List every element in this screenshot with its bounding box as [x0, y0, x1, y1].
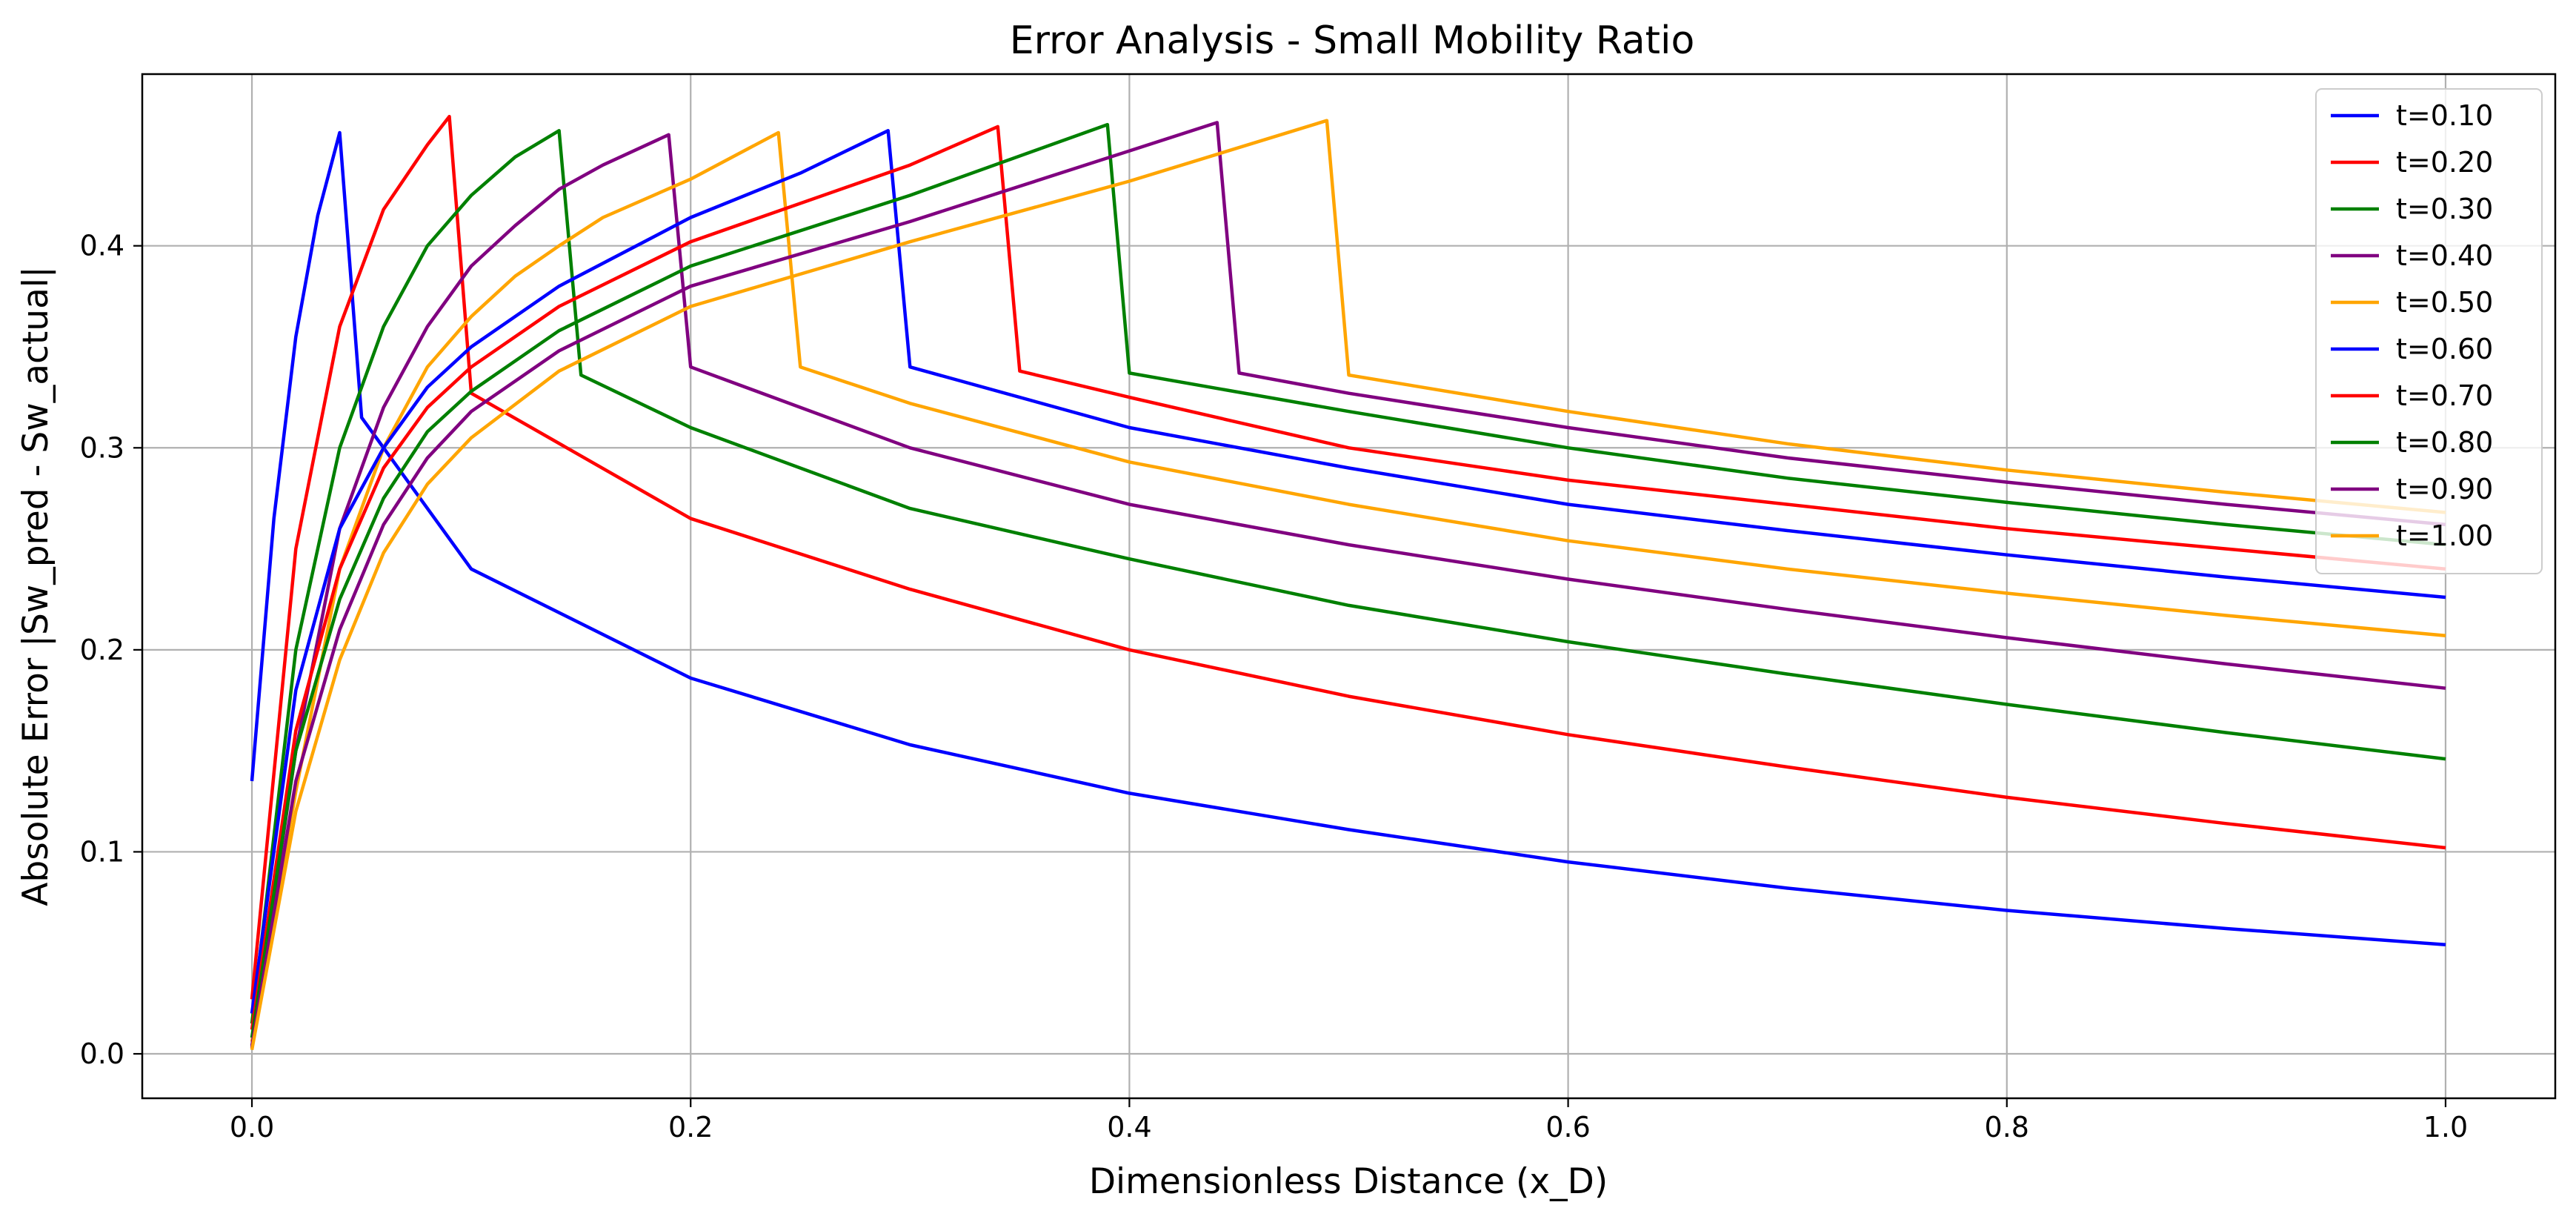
- series-line-t-0-90: [250, 121, 2446, 1046]
- x-tick-label: 0.6: [1545, 1111, 1590, 1143]
- y-tick-label: 0.3: [80, 431, 124, 464]
- chart-title: Error Analysis - Small Mobility Ratio: [1010, 19, 1695, 63]
- plot-area-frame: [141, 73, 2557, 1100]
- legend-label: t=1.00: [2396, 519, 2493, 552]
- x-tick-label: 0.8: [1985, 1111, 2029, 1143]
- series-line-t-0-40: [250, 133, 2446, 1049]
- legend-label: t=0.60: [2396, 333, 2493, 365]
- y-axis-label: Absolute Error |Sw_pred - Sw_actual|: [16, 266, 56, 906]
- legend-label: t=0.70: [2396, 379, 2493, 412]
- y-tick-label: 0.0: [80, 1038, 124, 1070]
- y-tick-label: 0.4: [80, 230, 124, 262]
- series-line-t-0-20: [250, 114, 2446, 1000]
- axis-ticks: 0.0 0.2 0.4 0.6 0.8 1.0 0.0 0.1 0.2 0.3 0.4: [80, 230, 2469, 1143]
- x-axis-label: Dimensionless Distance (x_D): [1089, 1161, 1608, 1202]
- x-tick-label: 0.4: [1107, 1111, 1151, 1143]
- series-line-t-1-00: [250, 119, 2446, 1051]
- legend-label: t=0.30: [2396, 193, 2493, 225]
- y-tick-label: 0.2: [80, 634, 124, 666]
- legend-label: t=0.10: [2396, 99, 2493, 132]
- series-line-t-0-10: [250, 130, 2446, 947]
- x-tick-label: 0.2: [668, 1111, 713, 1143]
- series-line-t-0-70: [250, 125, 2446, 1030]
- legend-label: t=0.50: [2396, 286, 2493, 319]
- series-line-t-0-80: [250, 122, 2446, 1038]
- legend-label: t=0.20: [2396, 146, 2493, 179]
- data-series: [250, 114, 2446, 1051]
- series-line-t-0-60: [250, 129, 2446, 1014]
- y-tick-label: 0.1: [80, 835, 124, 868]
- series-line-t-0-30: [250, 129, 2446, 1024]
- x-tick-label: 0.0: [230, 1111, 274, 1143]
- legend-label: t=0.40: [2396, 239, 2493, 272]
- legend-label: t=0.90: [2396, 473, 2493, 505]
- series-line-t-0-50: [250, 130, 2446, 1043]
- legend-label: t=0.80: [2396, 426, 2493, 459]
- legend: t=0.10 t=0.20 t=0.30 t=0.40 t=0.50 t=0.60 t=0.…: [2315, 88, 2543, 574]
- x-tick-label: 1.0: [2423, 1111, 2468, 1143]
